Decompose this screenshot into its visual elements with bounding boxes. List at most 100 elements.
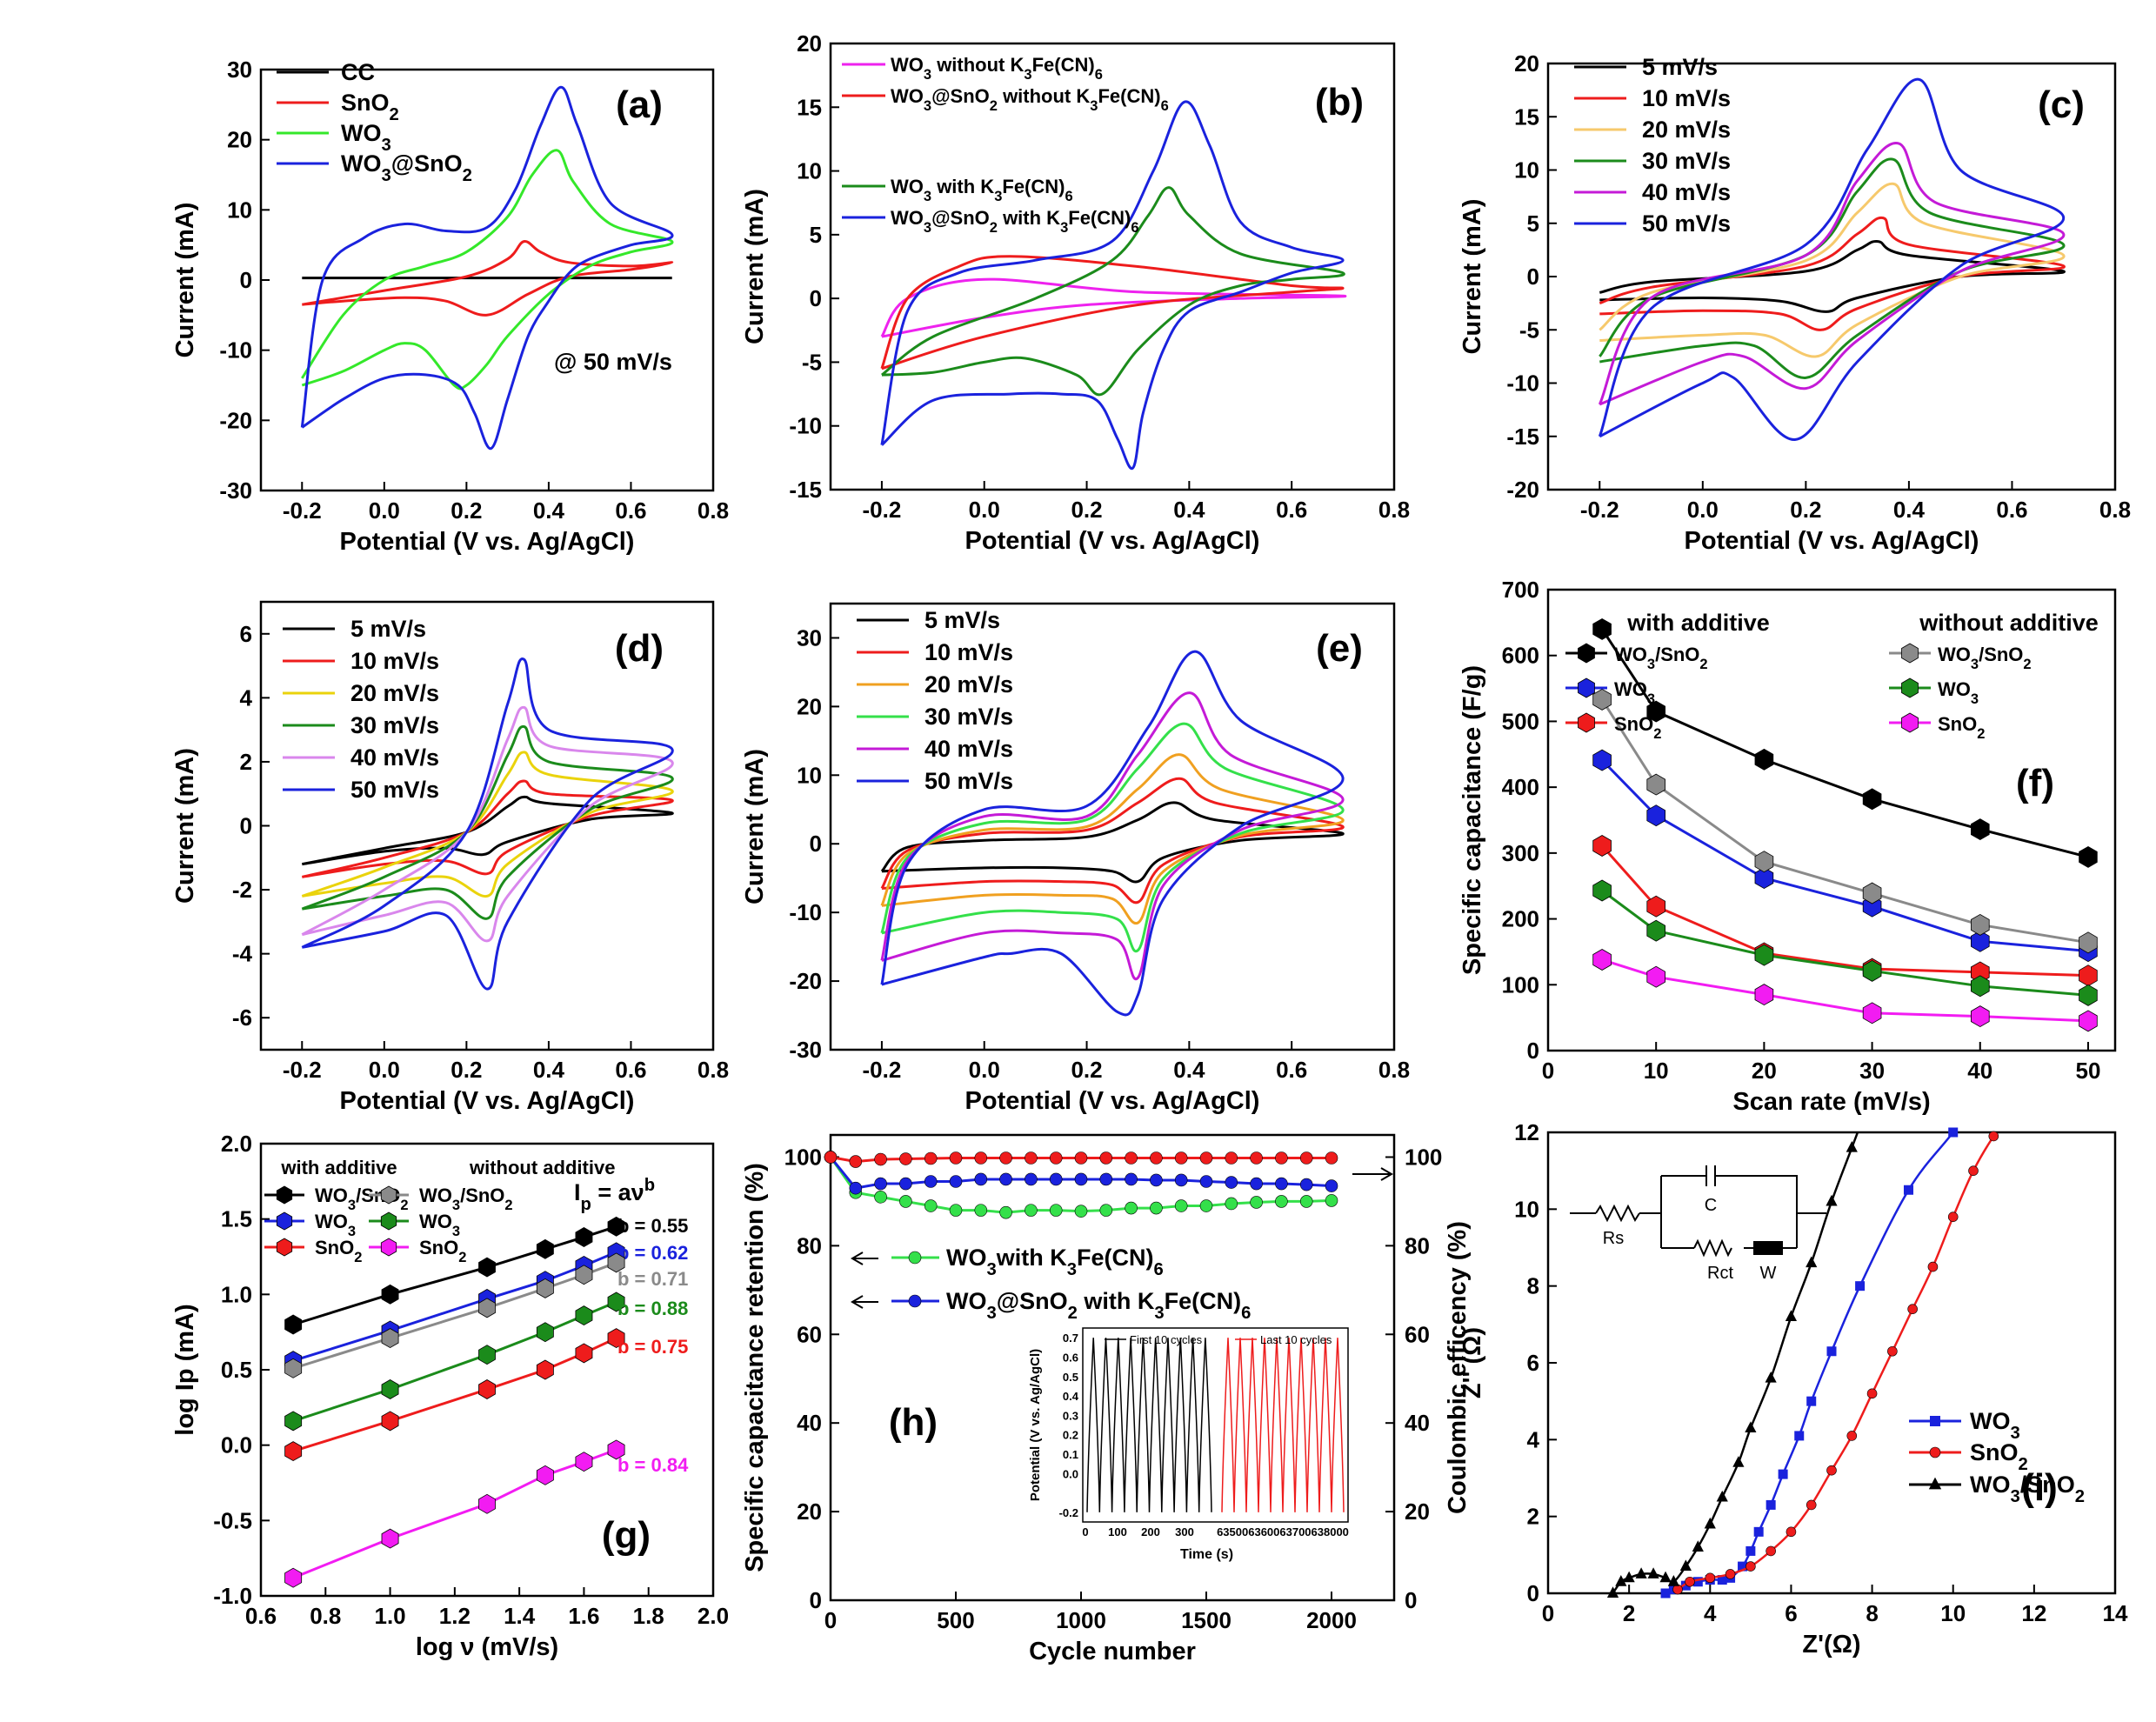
data-point xyxy=(1766,1545,1776,1557)
axes-frame xyxy=(1546,588,2117,1052)
data-point xyxy=(1970,930,1990,952)
x-tick-label: 0.2 xyxy=(1071,1057,1102,1083)
data-point xyxy=(1299,1178,1313,1191)
x-tick-label: 0.0 xyxy=(969,1057,1000,1083)
data-point xyxy=(478,1345,496,1365)
y2-tick-label: 100 xyxy=(1405,1144,1442,1170)
data-point xyxy=(1862,959,1882,982)
x-tick-label: 0.8 xyxy=(698,1057,729,1083)
data-point xyxy=(536,1359,554,1380)
data-point xyxy=(1685,1576,1695,1587)
legend-group-with: with additive xyxy=(280,1157,397,1178)
data-point xyxy=(1646,895,1665,918)
series-line xyxy=(300,85,674,451)
y-tick-label: 0 xyxy=(810,1587,822,1613)
series-line xyxy=(880,722,1345,953)
inset-chart: -0.2 0.0 0.1 0.2 0.3 0.4 0.5 0.6 0.7 0 100 200 300 63… xyxy=(1028,1327,1349,1562)
data-point xyxy=(1970,1005,1990,1028)
circuit-label-rct: Rct xyxy=(1707,1264,1733,1283)
data-point xyxy=(1754,748,1774,771)
data-point xyxy=(1806,1499,1817,1511)
y-axis-label: Specific capacitance (F/g) xyxy=(1458,665,1486,975)
panel-f: (f)0 10 20 30 40 500100200300400500600700Scan… xyxy=(1458,577,2117,1116)
legend-marker xyxy=(380,1211,397,1231)
data-point xyxy=(1660,1588,1671,1599)
data-point xyxy=(924,1199,938,1212)
y-tick-label: -1.0 xyxy=(213,1583,252,1609)
data-point xyxy=(1250,1177,1263,1191)
data-point xyxy=(1325,1151,1338,1165)
legend-label: WO3 xyxy=(419,1211,460,1239)
scan-rate-note: @ 50 mV/s xyxy=(554,349,672,375)
data-point xyxy=(1250,1151,1263,1165)
data-point xyxy=(1754,984,1774,1006)
y-tick-label: 200 xyxy=(1502,906,1539,932)
legend-label: WO3 xyxy=(341,120,391,155)
data-point xyxy=(1125,1151,1138,1165)
x-tick-label: 1.6 xyxy=(568,1603,599,1629)
b-value-label: b = 0.71 xyxy=(617,1268,688,1290)
data-point xyxy=(1592,617,1612,640)
legend-marker xyxy=(1928,1477,1942,1490)
b-value-label: b = 0.88 xyxy=(617,1298,688,1319)
series-line xyxy=(292,1251,617,1363)
panel-label: (h) xyxy=(889,1401,938,1444)
warburg-element-icon xyxy=(1753,1241,1783,1255)
data-point xyxy=(381,1284,399,1305)
data-point xyxy=(874,1152,887,1166)
panel-label: (e) xyxy=(1316,627,1363,670)
x-tick-label: 0.6 xyxy=(615,1057,646,1083)
x-tick-label: 0.4 xyxy=(1173,1057,1205,1083)
legend-label: 40 mV/s xyxy=(924,736,1013,762)
series-line xyxy=(880,277,1347,338)
data-point xyxy=(381,1379,399,1399)
data-point xyxy=(1025,1172,1038,1186)
b-value-label: b = 0.75 xyxy=(617,1336,688,1358)
inset-x-tick-label: 200 xyxy=(1141,1525,1160,1538)
x-tick-label: 0.0 xyxy=(969,497,1000,523)
legend-marker xyxy=(1901,643,1919,664)
resistor-rs-icon xyxy=(1595,1204,1640,1223)
y-tick-label: 100 xyxy=(784,1144,822,1170)
x-tick-label: 0.0 xyxy=(1687,497,1719,523)
y2-axis-label: Coulombic efficency (%) xyxy=(1444,1221,1472,1514)
legend-label: SnO2 xyxy=(1614,713,1661,742)
x-tick-label: 0.8 xyxy=(310,1603,341,1629)
legend-marker xyxy=(1929,1446,1941,1458)
y-axis-label: Current (mA) xyxy=(741,749,769,904)
y-tick-label: 0 xyxy=(810,285,822,311)
legend-label: 5 mV/s xyxy=(1642,54,1718,80)
y-tick-label: 6 xyxy=(1527,1350,1539,1376)
circuit-wire xyxy=(1660,1175,1826,1249)
legend-label: WO3/SnO2 xyxy=(1970,1472,2085,1506)
equation: Ip = aνb xyxy=(574,1176,655,1214)
panel-label: (c) xyxy=(2038,83,2085,126)
y-tick-label: 100 xyxy=(1502,971,1539,998)
data-point xyxy=(1225,1197,1238,1211)
data-point xyxy=(1970,975,1990,998)
y2-tick-label: 80 xyxy=(1405,1232,1430,1258)
data-point xyxy=(478,1298,496,1318)
legend-label: 20 mV/s xyxy=(1642,117,1731,143)
data-point xyxy=(1732,1456,1745,1467)
series-line xyxy=(292,1261,617,1370)
y-axis-label: Specific capacitance retention (%) xyxy=(741,1163,769,1572)
y-tick-label: -10 xyxy=(789,899,822,925)
y-tick-label: -0.5 xyxy=(213,1507,252,1533)
legend-label: 5 mV/s xyxy=(924,607,1000,633)
data-point xyxy=(874,1191,887,1204)
series-line xyxy=(1612,1132,1859,1593)
data-point xyxy=(1074,1151,1088,1165)
data-point xyxy=(1099,1151,1113,1165)
x-tick-label: 1500 xyxy=(1181,1607,1232,1633)
data-point xyxy=(381,1328,399,1349)
x-tick-label: 14 xyxy=(2103,1600,2128,1626)
legend-label: SnO2 xyxy=(1970,1439,2028,1474)
y-axis-label: Z'' (Ω) xyxy=(1458,1327,1486,1398)
y2-tick-label: 0 xyxy=(1405,1587,1417,1613)
data-point xyxy=(478,1257,496,1278)
inset-y-tick-label: 0.4 xyxy=(1063,1390,1079,1403)
y-tick-label: -30 xyxy=(219,477,252,504)
legend-label: 40 mV/s xyxy=(350,744,439,771)
data-point xyxy=(1623,1571,1635,1583)
